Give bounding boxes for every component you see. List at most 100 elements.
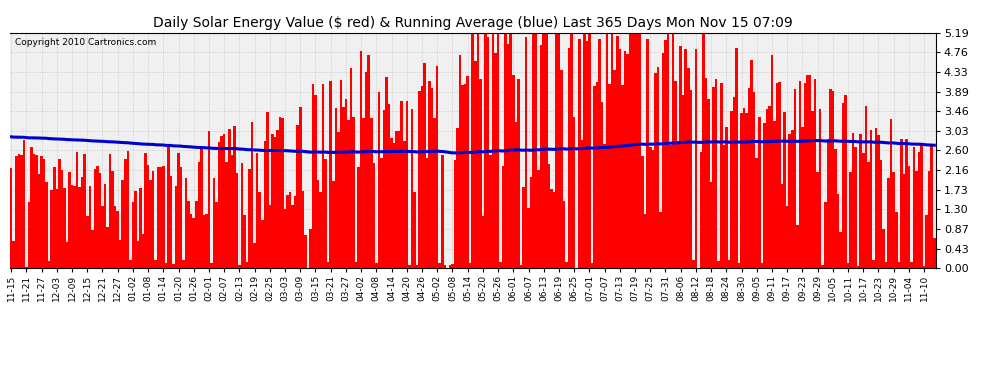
Bar: [60, 170, 63, 268]
Bar: [502, 166, 505, 268]
Bar: [651, 150, 654, 268]
Bar: [132, 202, 135, 268]
Bar: [568, 48, 570, 268]
Bar: [469, 262, 471, 268]
Bar: [507, 44, 510, 268]
Bar: [466, 75, 469, 268]
Bar: [745, 113, 747, 268]
Bar: [456, 128, 458, 268]
Bar: [580, 140, 583, 268]
Bar: [753, 92, 755, 268]
Bar: [844, 95, 846, 268]
Bar: [885, 261, 887, 268]
Bar: [842, 103, 844, 268]
Bar: [172, 264, 175, 268]
Bar: [380, 158, 383, 268]
Bar: [682, 94, 684, 268]
Bar: [248, 169, 250, 268]
Bar: [304, 235, 307, 268]
Bar: [284, 209, 286, 268]
Bar: [471, 33, 474, 268]
Bar: [354, 262, 357, 268]
Bar: [875, 128, 877, 268]
Bar: [99, 172, 101, 268]
Bar: [624, 51, 626, 268]
Bar: [50, 190, 53, 268]
Bar: [601, 102, 603, 268]
Bar: [669, 145, 672, 268]
Bar: [390, 138, 393, 268]
Bar: [520, 264, 522, 268]
Bar: [10, 168, 13, 268]
Bar: [794, 88, 796, 268]
Bar: [167, 145, 169, 268]
Bar: [700, 152, 702, 268]
Bar: [530, 177, 533, 268]
Bar: [200, 147, 203, 268]
Bar: [175, 186, 177, 268]
Bar: [388, 104, 390, 268]
Bar: [517, 79, 520, 268]
Bar: [547, 164, 550, 268]
Bar: [796, 225, 799, 268]
Bar: [159, 167, 162, 268]
Bar: [710, 182, 713, 268]
Bar: [453, 160, 456, 268]
Bar: [23, 140, 25, 268]
Bar: [15, 156, 18, 268]
Bar: [372, 163, 375, 268]
Bar: [127, 152, 129, 268]
Bar: [916, 171, 918, 268]
Bar: [43, 159, 46, 268]
Bar: [18, 154, 20, 268]
Bar: [25, 267, 28, 268]
Bar: [687, 68, 690, 268]
Bar: [684, 50, 687, 268]
Bar: [747, 88, 750, 268]
Bar: [560, 70, 562, 268]
Bar: [142, 234, 145, 268]
Bar: [801, 127, 804, 268]
Bar: [375, 263, 377, 268]
Bar: [385, 77, 388, 268]
Bar: [750, 60, 753, 268]
Bar: [758, 117, 760, 268]
Bar: [481, 216, 484, 268]
Bar: [585, 41, 588, 268]
Bar: [76, 152, 78, 268]
Bar: [180, 166, 182, 268]
Bar: [642, 156, 644, 268]
Bar: [33, 154, 36, 268]
Bar: [448, 265, 451, 268]
Bar: [849, 172, 851, 268]
Bar: [525, 37, 528, 268]
Bar: [241, 163, 244, 268]
Bar: [46, 182, 48, 268]
Bar: [515, 122, 517, 268]
Bar: [268, 205, 271, 268]
Bar: [713, 87, 715, 268]
Bar: [203, 215, 205, 268]
Bar: [205, 214, 208, 268]
Bar: [910, 262, 913, 268]
Bar: [905, 138, 908, 268]
Bar: [149, 180, 151, 268]
Bar: [434, 118, 436, 268]
Bar: [619, 49, 621, 268]
Bar: [545, 33, 547, 268]
Bar: [451, 264, 453, 268]
Bar: [832, 91, 835, 268]
Bar: [705, 78, 707, 268]
Bar: [63, 188, 65, 268]
Bar: [190, 214, 192, 268]
Bar: [192, 218, 195, 268]
Bar: [365, 72, 367, 268]
Bar: [799, 81, 801, 268]
Bar: [244, 215, 246, 268]
Bar: [763, 123, 765, 268]
Bar: [431, 87, 434, 268]
Bar: [898, 262, 900, 268]
Bar: [550, 189, 552, 268]
Bar: [291, 206, 294, 268]
Bar: [263, 141, 266, 268]
